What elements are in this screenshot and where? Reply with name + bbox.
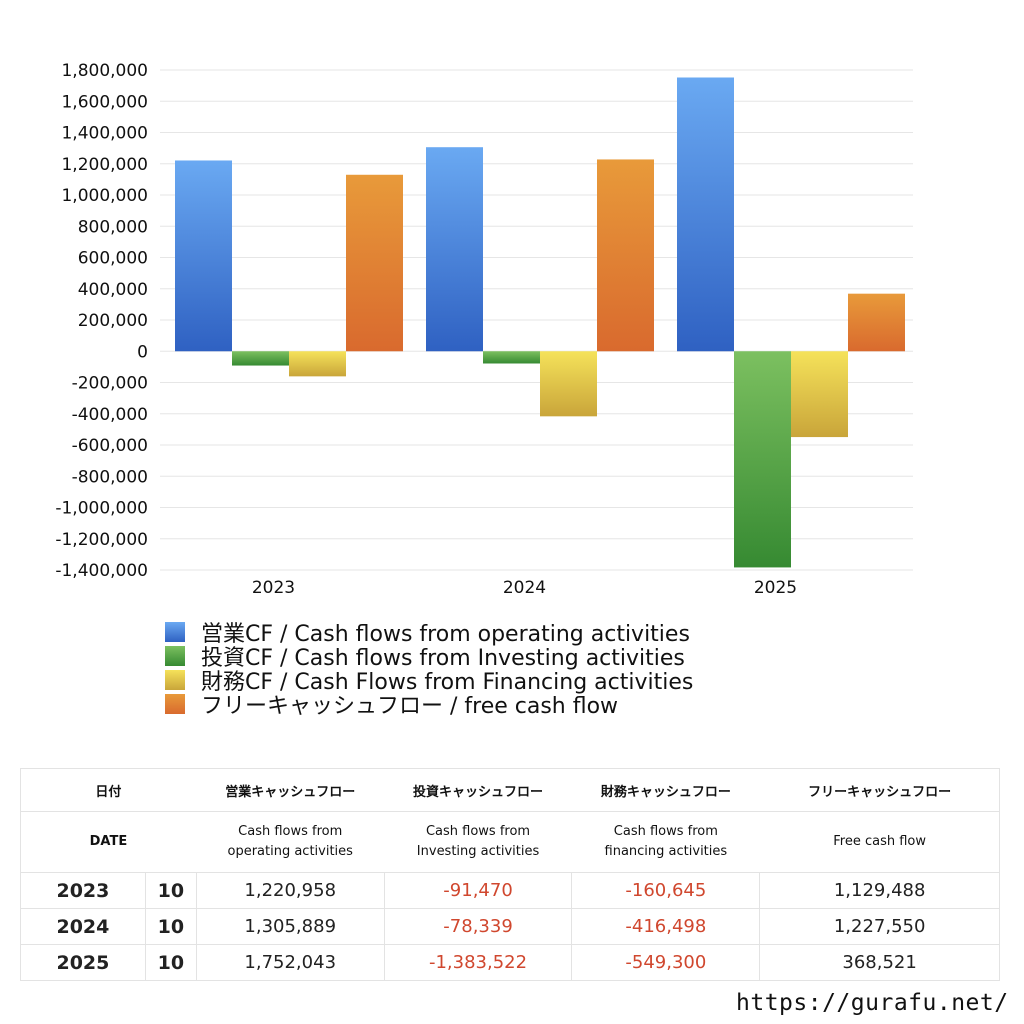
table-subheader-row: DATE Cash flows from operating activitie… [20,811,1000,873]
bar-2023-series-2 [289,351,346,377]
header-investing: 投資キャッシュフロー [384,768,572,812]
header-operating: 営業キャッシュフロー [196,768,385,812]
bar-2025-series-1 [734,351,791,568]
header-date: 日付 [20,768,197,812]
cell-operating: 1,220,958 [195,872,385,909]
subheader-free: Free cash flow [759,811,1000,873]
cell-free: 368,521 [759,944,1000,981]
cell-investing: -91,470 [383,872,573,909]
grid-lines [160,69,913,571]
legend-item-investing: 投資CF / Cash flows from Investing activit… [165,644,693,671]
table-row: 2023 10 1,220,958 -91,470 -160,645 1,129… [20,872,1000,909]
x-tick-label: 2023 [252,578,295,598]
header-financing: 財務キャッシュフロー [571,768,760,812]
subheader-investing-line2: Investing activities [416,844,540,859]
y-tick-label: 1,000,000 [61,186,148,206]
bar-2023-series-3 [346,174,403,352]
y-tick-label: -1,000,000 [55,499,148,519]
bars [175,77,905,568]
subheader-investing-line1: Cash flows from [425,824,531,839]
y-tick-label: -200,000 [72,374,148,394]
subheader-operating-line2: operating activities [227,844,353,859]
y-tick-label: -400,000 [72,405,148,425]
header-free: フリーキャッシュフロー [759,768,1000,812]
subheader-investing: Cash flows from Investing activities [384,811,572,873]
bar-2024-series-1 [483,351,540,364]
y-tick-label: -1,200,000 [55,530,148,550]
table-row: 2025 10 1,752,043 -1,383,522 -549,300 36… [20,944,1000,981]
cash-flow-table: 日付 営業キャッシュフロー 投資キャッシュフロー 財務キャッシュフロー フリーキ… [20,768,1000,981]
cell-year: 2023 [20,872,146,909]
y-tick-label: 400,000 [78,280,148,300]
cell-free: 1,227,550 [759,908,1000,945]
cell-free: 1,129,488 [759,872,1000,909]
y-tick-label: 800,000 [78,217,148,237]
subheader-date: DATE [20,811,197,873]
bar-2025-series-2 [791,351,848,438]
cell-month: 10 [144,872,197,909]
subheader-operating: Cash flows from operating activities [196,811,385,873]
cell-financing: -416,498 [571,908,761,945]
cell-operating: 1,752,043 [195,944,385,981]
subheader-financing: Cash flows from financing activities [571,811,760,873]
bar-2025-series-0 [677,77,734,352]
cell-investing: -78,339 [383,908,573,945]
legend-swatch-investing [165,646,185,666]
table-header-row: 日付 営業キャッシュフロー 投資キャッシュフロー 財務キャッシュフロー フリーキ… [20,768,1000,812]
y-axis-tick-labels: 1,800,000 1,600,000 1,400,000 1,200,000 1,00… [55,61,148,581]
y-tick-label: -1,400,000 [55,561,148,581]
cell-month: 10 [144,944,197,981]
cell-operating: 1,305,889 [195,908,385,945]
table-row: 2024 10 1,305,889 -78,339 -416,498 1,227… [20,908,1000,945]
y-tick-label: 1,800,000 [61,61,148,81]
cell-month: 10 [144,908,197,945]
legend-swatch-financing [165,670,185,690]
legend-label-investing: 投資CF / Cash flows from Investing activit… [201,646,685,671]
legend-label-free: フリーキャッシュフロー / free cash flow [201,694,619,719]
chart-legend: 営業CF / Cash flows from operating activit… [165,620,693,719]
cell-year: 2024 [20,908,146,945]
y-tick-label: 0 [137,342,148,362]
legend-label-financing: 財務CF / Cash Flows from Financing activit… [201,670,694,695]
legend-item-financing: 財務CF / Cash Flows from Financing activit… [165,668,693,695]
legend-item-operating: 営業CF / Cash flows from operating activit… [165,620,693,647]
subheader-financing-line2: financing activities [604,844,728,859]
bar-2023-series-1 [232,351,289,366]
cell-financing: -160,645 [571,872,761,909]
bar-2023-series-0 [175,160,232,352]
y-tick-label: -600,000 [72,436,148,456]
x-axis-tick-labels: 2023 2024 2025 [252,578,797,598]
x-tick-label: 2025 [754,578,797,598]
y-tick-label: -800,000 [72,467,148,487]
bar-2025-series-3 [848,293,905,352]
cell-investing: -1,383,522 [383,944,573,981]
bar-2024-series-2 [540,351,597,417]
y-tick-label: 200,000 [78,311,148,331]
cell-year: 2025 [20,944,146,981]
source-url[interactable]: https://gurafu.net/ [736,990,1009,1016]
subheader-financing-line1: Cash flows from [613,824,718,839]
legend-swatch-operating [165,622,185,642]
legend-item-free: フリーキャッシュフロー / free cash flow [165,692,693,719]
bar-2024-series-0 [426,147,483,352]
legend-label-operating: 営業CF / Cash flows from operating activit… [201,622,690,647]
cash-flow-bar-chart: 1,800,000 1,600,000 1,400,000 1,200,000 1,00… [55,61,913,598]
y-tick-label: 1,400,000 [61,124,148,144]
x-tick-label: 2024 [503,578,546,598]
y-tick-label: 600,000 [78,249,148,269]
cell-financing: -549,300 [571,944,761,981]
legend-swatch-free [165,694,185,714]
subheader-operating-line1: Cash flows from [238,824,343,839]
bar-2024-series-3 [597,159,654,352]
y-tick-label: 1,600,000 [61,92,148,112]
y-tick-label: 1,200,000 [61,155,148,175]
